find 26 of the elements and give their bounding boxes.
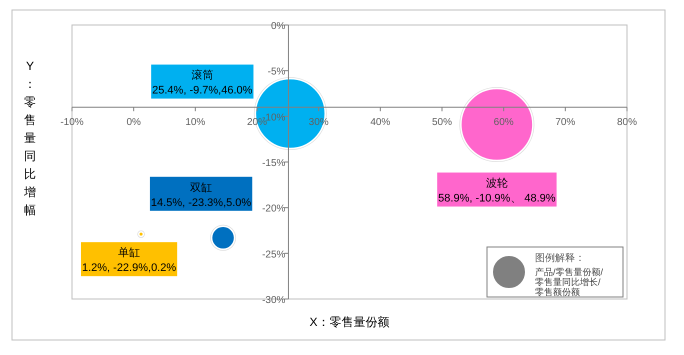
text: 滚筒 <box>191 68 214 82</box>
data-label: 25.4%, -9.7%,46.0% <box>152 84 253 97</box>
x-axis-title: X：零售量份额 <box>309 315 390 329</box>
series-label: 波轮 <box>486 176 508 190</box>
x-tick-label: 60% <box>494 117 514 128</box>
y-tick-label: -15% <box>262 158 286 169</box>
data-label: 1.2%, -22.9%,0.2% <box>82 262 176 274</box>
x-tick-label: 0% <box>126 117 141 128</box>
annotation: 产品/零售量份额/零售量同比增长/零售额份额 <box>535 267 604 297</box>
data-label: 58.9%, -10.9%、 48.9% <box>438 192 556 205</box>
series-label: 单缸 <box>118 246 140 260</box>
x-tick-label: -10% <box>60 117 84 128</box>
text: Y：零售量同比增幅 <box>24 59 36 217</box>
x-tick-label: 10% <box>185 117 206 128</box>
data-label: 14.5%, -23.3%,5.0% <box>150 196 252 209</box>
x-tick-label: 40% <box>370 117 390 128</box>
x-tick-label: 80% <box>616 117 638 128</box>
y-tick-label: -20% <box>262 204 286 215</box>
y-tick-label: -30% <box>262 295 286 306</box>
annotation: 图例解释： <box>535 252 585 264</box>
y-tick-label: -25% <box>262 249 286 260</box>
x-tick-label: 50% <box>432 117 452 128</box>
y-tick-label: 0% <box>270 21 286 32</box>
x-tick-label: 70% <box>555 117 576 128</box>
y-tick-label: -5% <box>268 66 286 78</box>
text: 双缸 <box>190 182 212 194</box>
